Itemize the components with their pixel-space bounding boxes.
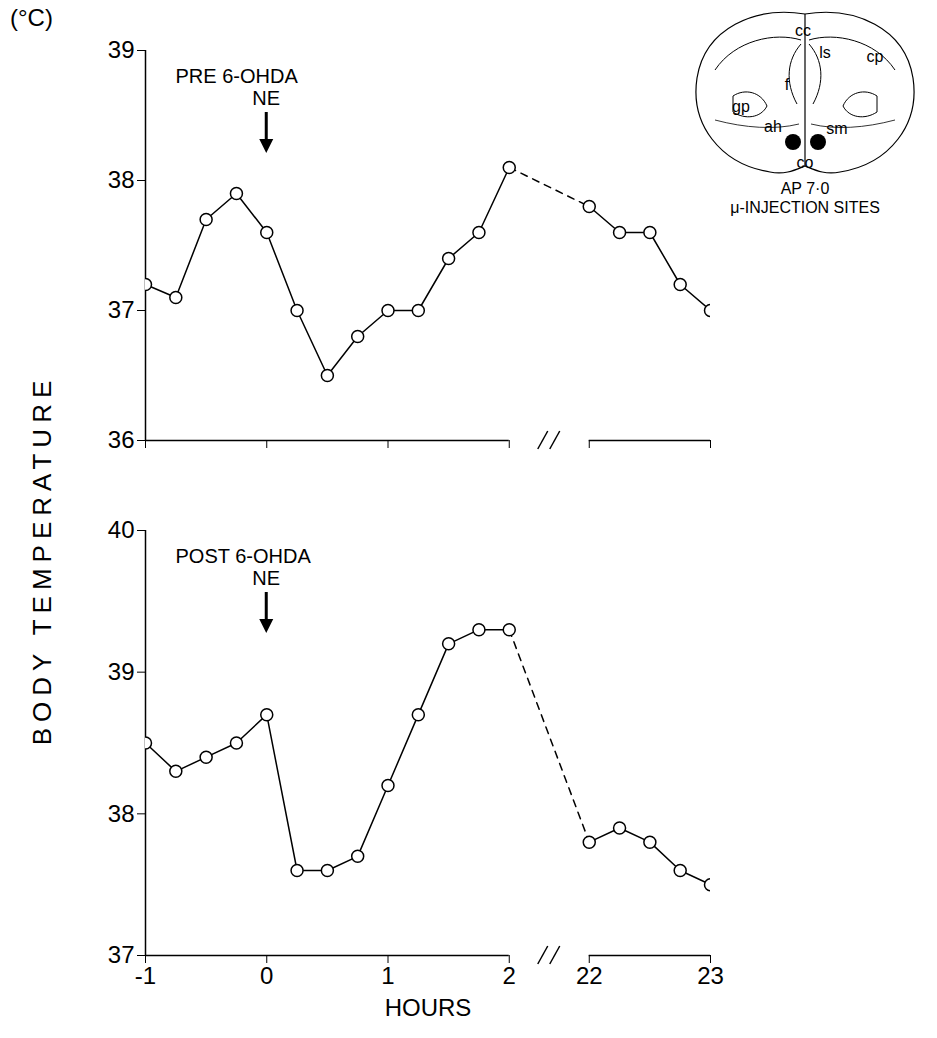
svg-text:39: 39 — [108, 658, 135, 685]
svg-text:37: 37 — [108, 941, 135, 968]
svg-text:NE: NE — [252, 567, 280, 589]
svg-text:cc: cc — [795, 22, 811, 39]
svg-text:POST 6-OHDA: POST 6-OHDA — [176, 545, 312, 567]
svg-text:38: 38 — [108, 800, 135, 827]
svg-text:0: 0 — [260, 962, 273, 989]
html-text:BODY TEMPERATURE: BODY TEMPERATURE — [26, 374, 57, 746]
svg-text:ls: ls — [819, 44, 831, 61]
svg-text:cp: cp — [867, 48, 884, 65]
svg-text:1: 1 — [381, 962, 394, 989]
svg-text:AP 7·0: AP 7·0 — [781, 180, 830, 197]
svg-text:PRE 6-OHDA: PRE 6-OHDA — [176, 65, 299, 87]
svg-text:39: 39 — [108, 36, 135, 63]
svg-text:22: 22 — [576, 962, 603, 989]
svg-text:-1: -1 — [135, 962, 156, 989]
svg-text:co: co — [797, 154, 814, 171]
svg-text:40: 40 — [108, 516, 135, 543]
svg-text:HOURS: HOURS — [385, 994, 472, 1021]
svg-text:NE: NE — [252, 87, 280, 109]
svg-text:gp: gp — [732, 98, 750, 115]
svg-text:f: f — [785, 76, 790, 93]
html-text:(°C): (°C) — [10, 4, 53, 31]
svg-text:36: 36 — [108, 426, 135, 453]
svg-text:37: 37 — [108, 296, 135, 323]
svg-text:38: 38 — [108, 166, 135, 193]
svg-text:μ-INJECTION SITES: μ-INJECTION SITES — [730, 199, 880, 216]
svg-text:sm: sm — [826, 120, 847, 137]
svg-text:23: 23 — [697, 962, 724, 989]
svg-text:2: 2 — [503, 962, 516, 989]
svg-text:ah: ah — [764, 118, 782, 135]
